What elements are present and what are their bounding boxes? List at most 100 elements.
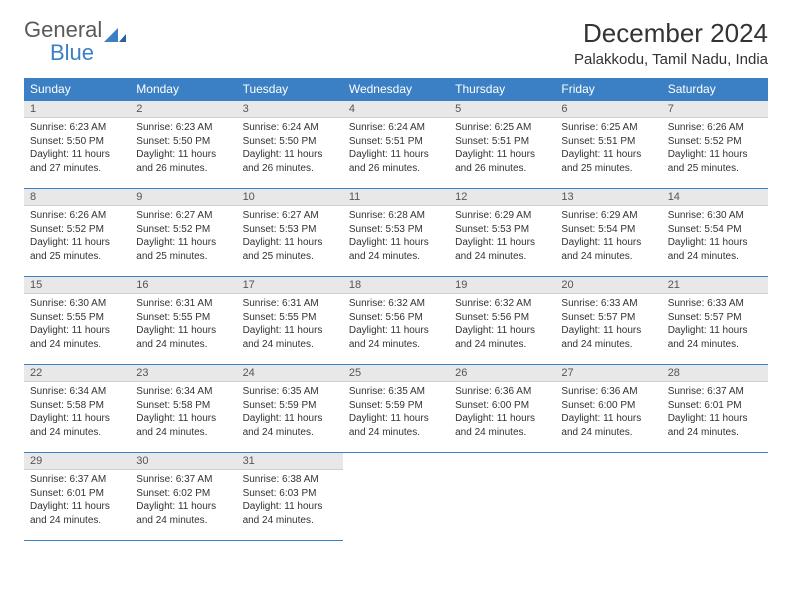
day-details: Sunrise: 6:24 AMSunset: 5:51 PMDaylight:…: [343, 118, 449, 181]
calendar-day-cell: 14Sunrise: 6:30 AMSunset: 5:54 PMDayligh…: [662, 189, 768, 277]
day-details: Sunrise: 6:32 AMSunset: 5:56 PMDaylight:…: [449, 294, 555, 357]
day-sunrise: Sunrise: 6:24 AM: [243, 121, 337, 135]
day-sunrise: Sunrise: 6:29 AM: [561, 209, 655, 223]
day-daylight: Daylight: 11 hours and 26 minutes.: [455, 148, 549, 175]
day-number: 13: [555, 189, 661, 206]
calendar-day-cell: 25Sunrise: 6:35 AMSunset: 5:59 PMDayligh…: [343, 365, 449, 453]
calendar-day-cell: 23 Sunrise: 6:34 AMSunset: 5:58 PMDayligh…: [130, 365, 236, 453]
calendar-week-row: 8Sunrise: 6:26 AMSunset: 5:52 PMDaylight…: [24, 189, 768, 277]
calendar-week-row: 22Sunrise: 6:34 AMSunset: 5:58 PMDayligh…: [24, 365, 768, 453]
day-sunset: Sunset: 5:50 PM: [30, 135, 124, 149]
calendar-day-cell: 21Sunrise: 6:33 AMSunset: 5:57 PMDayligh…: [662, 277, 768, 365]
day-sunrise: Sunrise: 6:31 AM: [136, 297, 230, 311]
calendar-day-cell: 30Sunrise: 6:37 AMSunset: 6:02 PMDayligh…: [130, 453, 236, 541]
weekday-header: Wednesday: [343, 78, 449, 101]
calendar-day-cell: 17Sunrise: 6:31 AMSunset: 5:55 PMDayligh…: [237, 277, 343, 365]
day-number: 27: [555, 365, 661, 382]
day-daylight: Daylight: 11 hours and 24 minutes.: [243, 324, 337, 351]
day-daylight: Daylight: 11 hours and 24 minutes.: [30, 324, 124, 351]
day-sunset: Sunset: 5:52 PM: [668, 135, 762, 149]
day-daylight: Daylight: 11 hours and 24 minutes.: [136, 412, 230, 439]
day-sunrise: Sunrise: 6:37 AM: [668, 385, 762, 399]
day-sunrise: Sunrise: 6:37 AM: [30, 473, 124, 487]
day-daylight: Daylight: 11 hours and 24 minutes.: [561, 324, 655, 351]
day-details: Sunrise: 6:23 AMSunset: 5:50 PMDaylight:…: [24, 118, 130, 181]
day-daylight: Daylight: 11 hours and 26 minutes.: [349, 148, 443, 175]
calendar-day-cell: [343, 453, 449, 541]
calendar-week-row: 1Sunrise: 6:23 AMSunset: 5:50 PMDaylight…: [24, 101, 768, 189]
day-sunset: Sunset: 5:51 PM: [349, 135, 443, 149]
title-block: December 2024 Palakkodu, Tamil Nadu, Ind…: [574, 18, 768, 68]
day-sunrise: Sunrise: 6:30 AM: [30, 297, 124, 311]
calendar-day-cell: 11Sunrise: 6:28 AMSunset: 5:53 PMDayligh…: [343, 189, 449, 277]
day-details: Sunrise: 6:35 AMSunset: 5:59 PMDaylight:…: [343, 382, 449, 445]
day-daylight: Daylight: 11 hours and 24 minutes.: [561, 236, 655, 263]
weekday-header: Thursday: [449, 78, 555, 101]
calendar-day-cell: 10Sunrise: 6:27 AMSunset: 5:53 PMDayligh…: [237, 189, 343, 277]
day-daylight: Daylight: 11 hours and 24 minutes.: [30, 412, 124, 439]
calendar-day-cell: [555, 453, 661, 541]
day-number: 19: [449, 277, 555, 294]
day-sunrise: Sunrise: 6:27 AM: [136, 209, 230, 223]
day-number: 26: [449, 365, 555, 382]
day-sunrise: Sunrise: 6:25 AM: [561, 121, 655, 135]
day-details: Sunrise: 6:25 AMSunset: 5:51 PMDaylight:…: [449, 118, 555, 181]
day-number: 28: [662, 365, 768, 382]
day-number: 18: [343, 277, 449, 294]
day-sunrise: Sunrise: 6:33 AM: [668, 297, 762, 311]
day-details: Sunrise: 6:30 AMSunset: 5:55 PMDaylight:…: [24, 294, 130, 357]
day-details: Sunrise: 6:35 AMSunset: 5:59 PMDaylight:…: [237, 382, 343, 445]
day-number: 17: [237, 277, 343, 294]
calendar-day-cell: 1Sunrise: 6:23 AMSunset: 5:50 PMDaylight…: [24, 101, 130, 189]
calendar-day-cell: 12Sunrise: 6:29 AMSunset: 5:53 PMDayligh…: [449, 189, 555, 277]
day-sunset: Sunset: 6:02 PM: [136, 487, 230, 501]
day-number: 5: [449, 101, 555, 118]
day-sunset: Sunset: 5:55 PM: [30, 311, 124, 325]
day-details: Sunrise: 6:26 AMSunset: 5:52 PMDaylight:…: [662, 118, 768, 181]
day-details: Sunrise: 6:36 AMSunset: 6:00 PMDaylight:…: [449, 382, 555, 445]
day-details: Sunrise: 6:25 AMSunset: 5:51 PMDaylight:…: [555, 118, 661, 181]
calendar-day-cell: 3Sunrise: 6:24 AMSunset: 5:50 PMDaylight…: [237, 101, 343, 189]
day-number: 15: [24, 277, 130, 294]
day-sunrise: Sunrise: 6:35 AM: [349, 385, 443, 399]
calendar-day-cell: 4Sunrise: 6:24 AMSunset: 5:51 PMDaylight…: [343, 101, 449, 189]
day-number: 20: [555, 277, 661, 294]
calendar-week-row: 29Sunrise: 6:37 AMSunset: 6:01 PMDayligh…: [24, 453, 768, 541]
day-daylight: Daylight: 11 hours and 24 minutes.: [136, 500, 230, 527]
day-sunset: Sunset: 5:57 PM: [561, 311, 655, 325]
day-sunrise: Sunrise: 6:27 AM: [243, 209, 337, 223]
location-text: Palakkodu, Tamil Nadu, India: [574, 51, 768, 68]
day-sunset: Sunset: 5:58 PM: [136, 399, 230, 413]
day-details: Sunrise: 6:30 AMSunset: 5:54 PMDaylight:…: [662, 206, 768, 269]
day-details: Sunrise: 6:37 AMSunset: 6:01 PMDaylight:…: [24, 470, 130, 533]
day-daylight: Daylight: 11 hours and 26 minutes.: [243, 148, 337, 175]
calendar-day-cell: 6Sunrise: 6:25 AMSunset: 5:51 PMDaylight…: [555, 101, 661, 189]
day-sunrise: Sunrise: 6:34 AM: [136, 385, 230, 399]
day-sunset: Sunset: 5:59 PM: [349, 399, 443, 413]
day-number: 23: [130, 365, 236, 382]
calendar-day-cell: 31Sunrise: 6:38 AMSunset: 6:03 PMDayligh…: [237, 453, 343, 541]
day-number: 8: [24, 189, 130, 206]
calendar-day-cell: 9Sunrise: 6:27 AMSunset: 5:52 PMDaylight…: [130, 189, 236, 277]
day-sunset: Sunset: 5:53 PM: [455, 223, 549, 237]
calendar-day-cell: 2Sunrise: 6:23 AMSunset: 5:50 PMDaylight…: [130, 101, 236, 189]
day-details: Sunrise: 6:36 AMSunset: 6:00 PMDaylight:…: [555, 382, 661, 445]
day-sunrise: Sunrise: 6:23 AM: [30, 121, 124, 135]
day-number: 3: [237, 101, 343, 118]
day-sunrise: Sunrise: 6:29 AM: [455, 209, 549, 223]
day-number: 14: [662, 189, 768, 206]
calendar-day-cell: 5Sunrise: 6:25 AMSunset: 5:51 PMDaylight…: [449, 101, 555, 189]
day-number: 24: [237, 365, 343, 382]
logo-text-blue: Blue: [50, 40, 94, 65]
day-sunset: Sunset: 6:01 PM: [30, 487, 124, 501]
logo-sail-icon: [104, 23, 126, 39]
day-number: 2: [130, 101, 236, 118]
day-sunset: Sunset: 5:53 PM: [243, 223, 337, 237]
weekday-header: Saturday: [662, 78, 768, 101]
logo-text-general: General: [24, 17, 102, 42]
weekday-header: Monday: [130, 78, 236, 101]
day-details: Sunrise: 6:29 AMSunset: 5:54 PMDaylight:…: [555, 206, 661, 269]
day-sunrise: Sunrise: 6:35 AM: [243, 385, 337, 399]
calendar-day-cell: 20Sunrise: 6:33 AMSunset: 5:57 PMDayligh…: [555, 277, 661, 365]
day-sunrise: Sunrise: 6:28 AM: [349, 209, 443, 223]
